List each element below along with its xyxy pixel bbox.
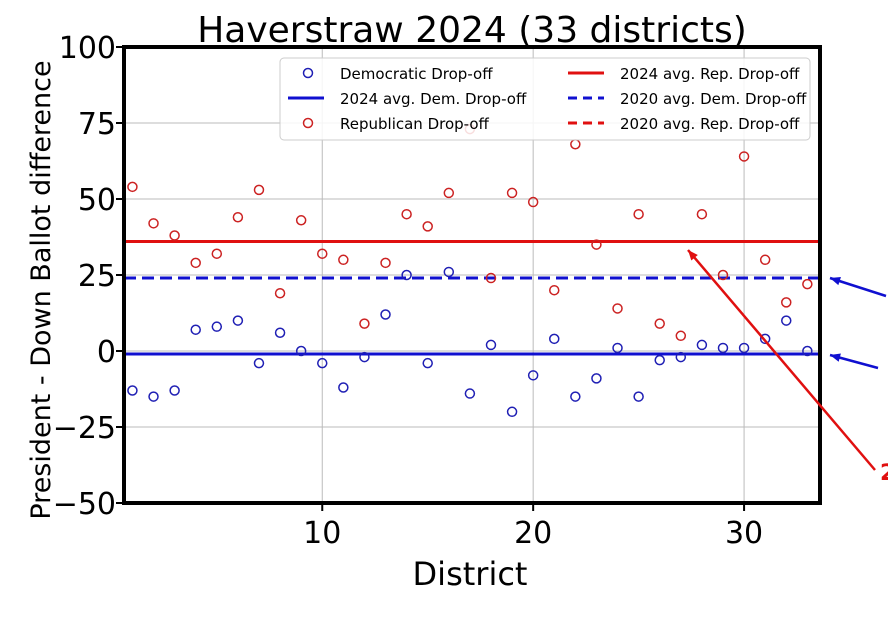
- dem-point: [253, 357, 265, 369]
- dem-point: [401, 269, 412, 281]
- rep-point: [612, 303, 623, 314]
- dem-point: [232, 315, 244, 326]
- dem-point: [190, 324, 201, 335]
- rep-point: [148, 218, 159, 229]
- y-tick-label: 50: [78, 183, 116, 218]
- dem-point: [274, 327, 286, 339]
- rep-point: [253, 184, 265, 196]
- legend-label: 2024 avg. Rep. Drop-off: [620, 65, 800, 83]
- rep-point: [570, 139, 581, 150]
- y-tick-label: 25: [78, 259, 116, 294]
- dem-point: [148, 391, 159, 402]
- dem-point: [380, 309, 391, 320]
- dem-point: [675, 351, 687, 363]
- annotation-arrow: [687, 249, 876, 471]
- dem-point: [464, 388, 476, 399]
- dem-point: [169, 385, 180, 396]
- legend-label: Republican Drop-off: [340, 115, 490, 133]
- dem-point: [338, 382, 349, 393]
- rep-point: [169, 230, 180, 241]
- legend-label: 2020 avg. Rep. Drop-off: [620, 115, 800, 133]
- rep-point: [738, 151, 750, 162]
- rep-point: [295, 215, 307, 226]
- dem-point: [485, 339, 497, 351]
- rep-point: [549, 284, 560, 296]
- rep-point: [781, 297, 792, 308]
- dem-point: [802, 345, 813, 357]
- legend-label: 2020 avg. Dem. Drop-off: [620, 90, 807, 108]
- rep-point: [591, 239, 602, 250]
- arrow-head: [830, 277, 841, 286]
- y-tick-label: 100: [59, 31, 116, 66]
- rep-point: [190, 257, 201, 269]
- dem-point: [654, 354, 665, 366]
- dem-point: [527, 370, 539, 381]
- rep-point: [759, 254, 771, 266]
- chart-title: Haverstraw 2024 (33 districts): [197, 10, 747, 51]
- rep-point: [127, 181, 138, 193]
- rep-point: [317, 248, 328, 259]
- legend-box: [279, 57, 811, 141]
- dem-point: [549, 333, 560, 345]
- rep-point: [717, 269, 729, 281]
- dem-point: [759, 333, 771, 345]
- y-tick-label: 0: [97, 335, 116, 370]
- x-axis-label: District: [413, 555, 528, 593]
- rep-point: [443, 187, 455, 199]
- rep-point: [211, 248, 223, 259]
- rep-point: [359, 318, 370, 329]
- rep-point: [802, 278, 813, 290]
- dem-point: [591, 373, 602, 384]
- dem-point: [443, 266, 455, 278]
- dem-point: [317, 357, 328, 369]
- rep-point: [274, 287, 286, 299]
- rep-point: [232, 211, 244, 223]
- dem-point: [633, 391, 644, 402]
- y-tick-label: −50: [53, 487, 116, 522]
- dem-point: [506, 406, 518, 418]
- rep-point: [696, 208, 708, 220]
- rep-point: [422, 221, 433, 232]
- rep-point: [675, 330, 687, 342]
- legend-label: 2024 avg. Dem. Drop-off: [340, 90, 527, 108]
- rep-point: [338, 254, 349, 266]
- y-tick-label: −25: [53, 411, 116, 446]
- rep-point: [633, 208, 644, 220]
- rep-point: [401, 208, 412, 220]
- dem-point: [781, 315, 792, 326]
- x-tick-label: 20: [514, 516, 552, 551]
- dem-point: [696, 339, 708, 351]
- dem-point: [422, 357, 433, 369]
- rep-point: [485, 272, 497, 284]
- rep-point: [380, 257, 391, 269]
- x-tick-label: 30: [725, 516, 763, 551]
- legend-label: Democratic Drop-off: [340, 65, 493, 83]
- dem-point: [127, 385, 138, 396]
- legend-marker: [302, 67, 314, 79]
- dem-point: [359, 351, 370, 363]
- dem-point: [211, 321, 223, 332]
- rep-point: [527, 196, 539, 208]
- rep-point: [654, 318, 665, 329]
- dem-point: [738, 342, 750, 354]
- dem-point: [612, 342, 623, 354]
- arrow-head: [688, 250, 698, 261]
- dem-point: [295, 345, 307, 357]
- dem-point: [717, 342, 729, 354]
- x-tick-label: 10: [303, 516, 341, 551]
- y-axis-label: President - Down Ballot difference: [26, 60, 57, 519]
- arrow-head: [830, 353, 841, 362]
- legend-marker: [302, 117, 314, 129]
- rep-point: [506, 187, 518, 199]
- dem-point: [570, 391, 581, 402]
- annotation-text: 2: [880, 461, 888, 486]
- y-tick-label: 75: [78, 107, 116, 142]
